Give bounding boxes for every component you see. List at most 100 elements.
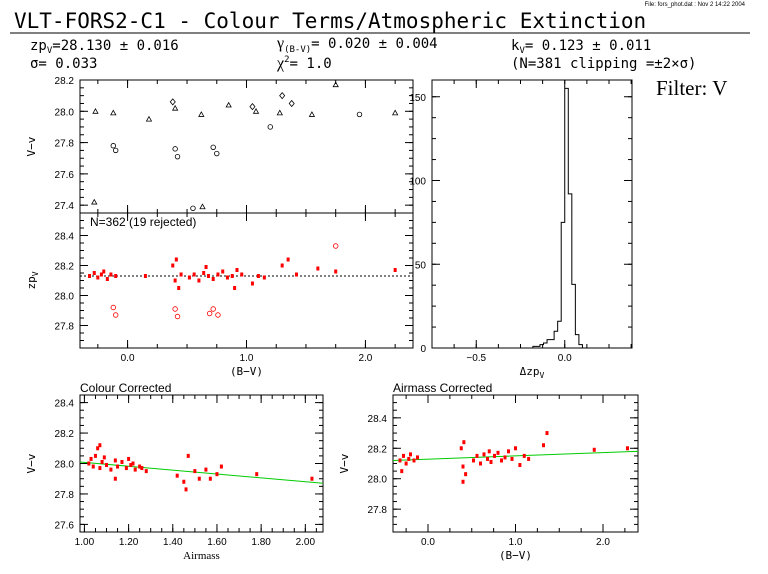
histogram-outline: [532, 87, 583, 348]
data-point: [215, 472, 219, 477]
data-point: [182, 479, 186, 484]
data-point: [507, 449, 510, 454]
chi-superscript: 2: [284, 55, 289, 65]
data-point: [187, 275, 191, 280]
data-point: [171, 263, 175, 268]
data-point: [391, 109, 399, 116]
data-point: [93, 453, 97, 458]
data-point: [522, 453, 526, 458]
k-label: k: [511, 38, 520, 54]
data-point: [208, 476, 212, 481]
data-point: [489, 459, 493, 464]
histogram-bar: [554, 331, 558, 348]
data-point: [186, 453, 190, 458]
y-tick-label: 28.2: [368, 444, 388, 455]
x-tick-label: 0.0: [421, 537, 435, 548]
chi-label: χ: [276, 55, 285, 72]
data-point: [177, 286, 181, 290]
data-point: [198, 111, 205, 117]
data-point: [404, 461, 408, 466]
y-tick-label: 27.8: [368, 505, 388, 516]
page-title: VLT-FORS2-C1 - Colour Terms/Atmospheric …: [14, 9, 646, 33]
data-point: [112, 312, 119, 318]
data-point: [240, 272, 244, 277]
gamma-label: γ: [276, 35, 284, 52]
data-point: [210, 306, 216, 312]
data-point: [332, 81, 339, 88]
chi2-result: χ2= 1.0: [276, 55, 332, 72]
data-point: [416, 455, 419, 460]
data-point: [88, 274, 92, 278]
data-point: [221, 269, 225, 274]
x-tick-label: 1.80: [251, 537, 271, 548]
x-axis-label: (B−V): [230, 365, 263, 378]
y-tick-label: 28.2: [55, 262, 75, 273]
data-point: [105, 277, 109, 281]
data-point: [334, 269, 338, 274]
y-tick-label: 28.4: [55, 399, 75, 410]
data-point: [102, 455, 106, 460]
data-point: [472, 458, 475, 463]
data-point: [461, 479, 465, 484]
y-axis-label: V−v: [25, 453, 38, 473]
data-point: [102, 269, 106, 274]
data-point: [144, 469, 148, 474]
y-axis-label-subscript: V: [31, 271, 40, 276]
y-tick-label: 150: [409, 93, 426, 104]
fit-line: [392, 450, 639, 461]
y-axis-label: zpV: [25, 271, 40, 289]
file-label: File: fors_phot.dat : Nov 2 14:22 2004: [645, 2, 746, 8]
data-point: [175, 473, 179, 478]
clipping-info: (N=381 clipping =±2×σ): [511, 56, 696, 72]
y-axis-label: V−v: [338, 453, 351, 473]
data-point: [308, 111, 316, 117]
data-point: [204, 467, 208, 472]
data-point: [219, 464, 223, 469]
data-point: [87, 461, 91, 466]
data-point: [262, 275, 266, 280]
k-value: = 0.123 ± 0.011: [525, 38, 651, 54]
data-point: [461, 464, 465, 469]
data-point: [626, 446, 629, 451]
chi-value: = 1.0: [290, 56, 332, 72]
y-axis-label: V−v: [25, 136, 38, 156]
y-tick-label: 28.0: [368, 475, 388, 486]
x-tick-label: 2.00: [296, 537, 316, 548]
x-axis-label: ΔzpV: [520, 365, 545, 380]
zp_vs_bv-frame: [79, 212, 414, 349]
x-axis-label: Airmass: [183, 550, 220, 562]
data-point: [91, 464, 95, 469]
data-point: [174, 313, 181, 320]
y-tick-label: 28.4: [55, 232, 75, 243]
y-tick-label: 28.0: [55, 292, 75, 303]
k-subscript: V: [519, 46, 525, 56]
data-point: [202, 271, 206, 275]
data-point: [462, 440, 466, 445]
data-point: [113, 476, 117, 481]
y-tick-label: 28.2: [55, 76, 75, 87]
data-point: [288, 99, 295, 108]
data-point: [197, 278, 201, 283]
data-point: [514, 446, 517, 451]
data-point: [409, 452, 412, 457]
data-point: [197, 476, 201, 481]
data-point: [92, 107, 99, 114]
zp-result: zpV=28.130 ± 0.016: [30, 38, 179, 56]
histogram-bar: [572, 284, 576, 348]
data-point: [332, 243, 339, 249]
histogram-bar: [575, 335, 579, 348]
y-tick-label: 28.0: [55, 460, 75, 471]
data-point: [412, 458, 416, 463]
data-point: [518, 463, 522, 468]
x-tick-label: 0.0: [558, 353, 572, 364]
data-point: [179, 272, 183, 277]
data-point: [172, 146, 178, 152]
k-result: kV= 0.123 ± 0.011: [511, 38, 651, 56]
data-point: [400, 469, 404, 474]
y-tick-label: 28.0: [55, 107, 75, 118]
data-point: [503, 455, 507, 460]
data-point: [120, 459, 124, 464]
y-tick-label: 50: [415, 260, 427, 271]
x-axis-label: (B−V): [499, 549, 532, 562]
data-point: [110, 304, 116, 311]
